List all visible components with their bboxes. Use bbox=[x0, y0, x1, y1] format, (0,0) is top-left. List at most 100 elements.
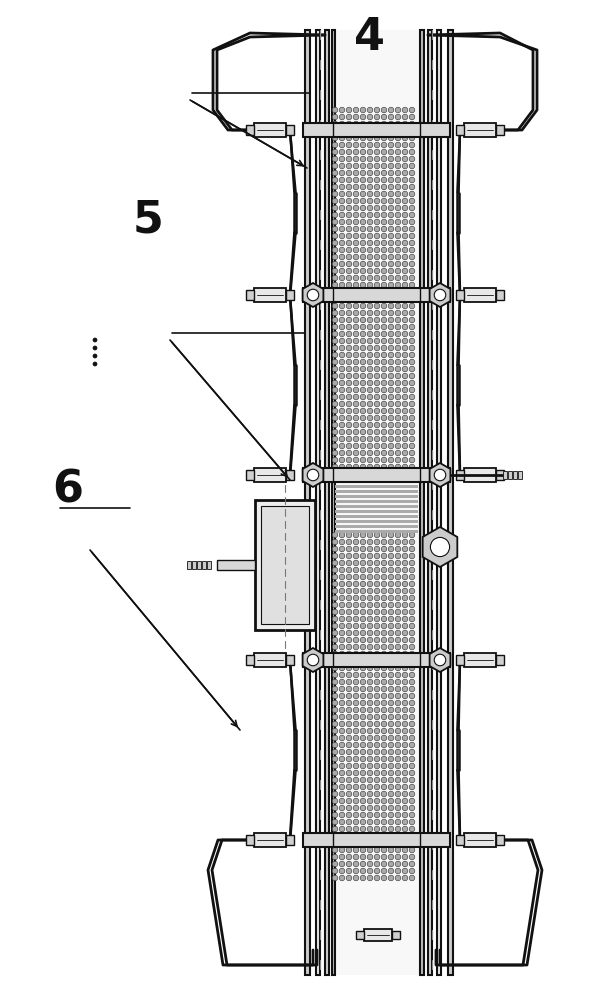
Circle shape bbox=[388, 296, 394, 302]
Circle shape bbox=[381, 345, 387, 351]
Circle shape bbox=[346, 637, 352, 643]
Circle shape bbox=[374, 644, 380, 650]
Circle shape bbox=[360, 770, 366, 776]
Circle shape bbox=[381, 268, 387, 274]
Circle shape bbox=[402, 560, 408, 566]
Circle shape bbox=[395, 457, 401, 463]
Circle shape bbox=[409, 303, 415, 309]
Circle shape bbox=[332, 457, 338, 463]
Circle shape bbox=[332, 686, 338, 692]
Circle shape bbox=[388, 422, 394, 428]
Circle shape bbox=[409, 240, 415, 246]
Circle shape bbox=[367, 443, 373, 449]
Bar bbox=[464, 653, 496, 667]
Circle shape bbox=[360, 616, 366, 622]
Bar bbox=[286, 290, 294, 300]
Circle shape bbox=[388, 345, 394, 351]
Circle shape bbox=[409, 457, 415, 463]
Circle shape bbox=[353, 219, 359, 225]
Circle shape bbox=[409, 833, 415, 839]
Circle shape bbox=[353, 457, 359, 463]
Circle shape bbox=[374, 686, 380, 692]
Circle shape bbox=[367, 324, 373, 330]
Circle shape bbox=[367, 721, 373, 727]
Circle shape bbox=[409, 861, 415, 867]
Circle shape bbox=[402, 721, 408, 727]
Circle shape bbox=[395, 450, 401, 456]
Circle shape bbox=[374, 784, 380, 790]
Circle shape bbox=[353, 798, 359, 804]
Circle shape bbox=[381, 707, 387, 713]
Circle shape bbox=[388, 198, 394, 204]
Circle shape bbox=[367, 408, 373, 414]
Circle shape bbox=[360, 338, 366, 344]
Circle shape bbox=[367, 693, 373, 699]
Circle shape bbox=[367, 770, 373, 776]
Circle shape bbox=[360, 658, 366, 664]
Circle shape bbox=[388, 191, 394, 197]
Circle shape bbox=[374, 464, 380, 470]
Bar bbox=[496, 470, 504, 480]
Circle shape bbox=[339, 763, 345, 769]
Circle shape bbox=[409, 184, 415, 190]
Circle shape bbox=[332, 679, 338, 685]
Circle shape bbox=[332, 303, 338, 309]
Bar bbox=[305, 30, 310, 975]
Circle shape bbox=[402, 289, 408, 295]
Circle shape bbox=[388, 770, 394, 776]
Circle shape bbox=[388, 546, 394, 552]
Circle shape bbox=[395, 380, 401, 386]
Circle shape bbox=[374, 630, 380, 636]
Bar bbox=[518, 471, 522, 479]
Circle shape bbox=[388, 847, 394, 853]
Circle shape bbox=[360, 644, 366, 650]
Circle shape bbox=[395, 198, 401, 204]
Circle shape bbox=[367, 457, 373, 463]
Circle shape bbox=[353, 623, 359, 629]
Circle shape bbox=[339, 609, 345, 615]
Circle shape bbox=[381, 415, 387, 421]
Circle shape bbox=[381, 394, 387, 400]
Circle shape bbox=[339, 826, 345, 832]
Circle shape bbox=[346, 149, 352, 155]
Circle shape bbox=[395, 471, 401, 477]
Text: 4: 4 bbox=[355, 16, 385, 60]
Circle shape bbox=[388, 324, 394, 330]
Circle shape bbox=[388, 394, 394, 400]
Circle shape bbox=[353, 847, 359, 853]
Bar bbox=[335, 475, 418, 478]
Circle shape bbox=[346, 310, 352, 316]
Circle shape bbox=[402, 833, 408, 839]
Circle shape bbox=[381, 471, 387, 477]
Circle shape bbox=[332, 177, 338, 183]
Circle shape bbox=[402, 240, 408, 246]
Circle shape bbox=[367, 240, 373, 246]
Circle shape bbox=[395, 693, 401, 699]
Circle shape bbox=[381, 819, 387, 825]
Circle shape bbox=[339, 289, 345, 295]
Circle shape bbox=[409, 226, 415, 232]
Circle shape bbox=[353, 700, 359, 706]
Circle shape bbox=[430, 537, 450, 557]
Circle shape bbox=[388, 532, 394, 538]
Circle shape bbox=[409, 560, 415, 566]
Circle shape bbox=[395, 296, 401, 302]
Circle shape bbox=[374, 275, 380, 281]
Circle shape bbox=[409, 721, 415, 727]
Circle shape bbox=[367, 854, 373, 860]
Bar bbox=[456, 125, 464, 135]
Circle shape bbox=[381, 875, 387, 881]
Circle shape bbox=[353, 784, 359, 790]
Bar bbox=[254, 468, 286, 482]
Circle shape bbox=[346, 805, 352, 811]
Circle shape bbox=[346, 471, 352, 477]
Circle shape bbox=[332, 128, 338, 134]
Circle shape bbox=[409, 212, 415, 218]
Circle shape bbox=[332, 394, 338, 400]
Circle shape bbox=[374, 429, 380, 435]
Circle shape bbox=[374, 471, 380, 477]
Circle shape bbox=[381, 296, 387, 302]
Circle shape bbox=[402, 191, 408, 197]
Circle shape bbox=[395, 352, 401, 358]
Circle shape bbox=[409, 170, 415, 176]
